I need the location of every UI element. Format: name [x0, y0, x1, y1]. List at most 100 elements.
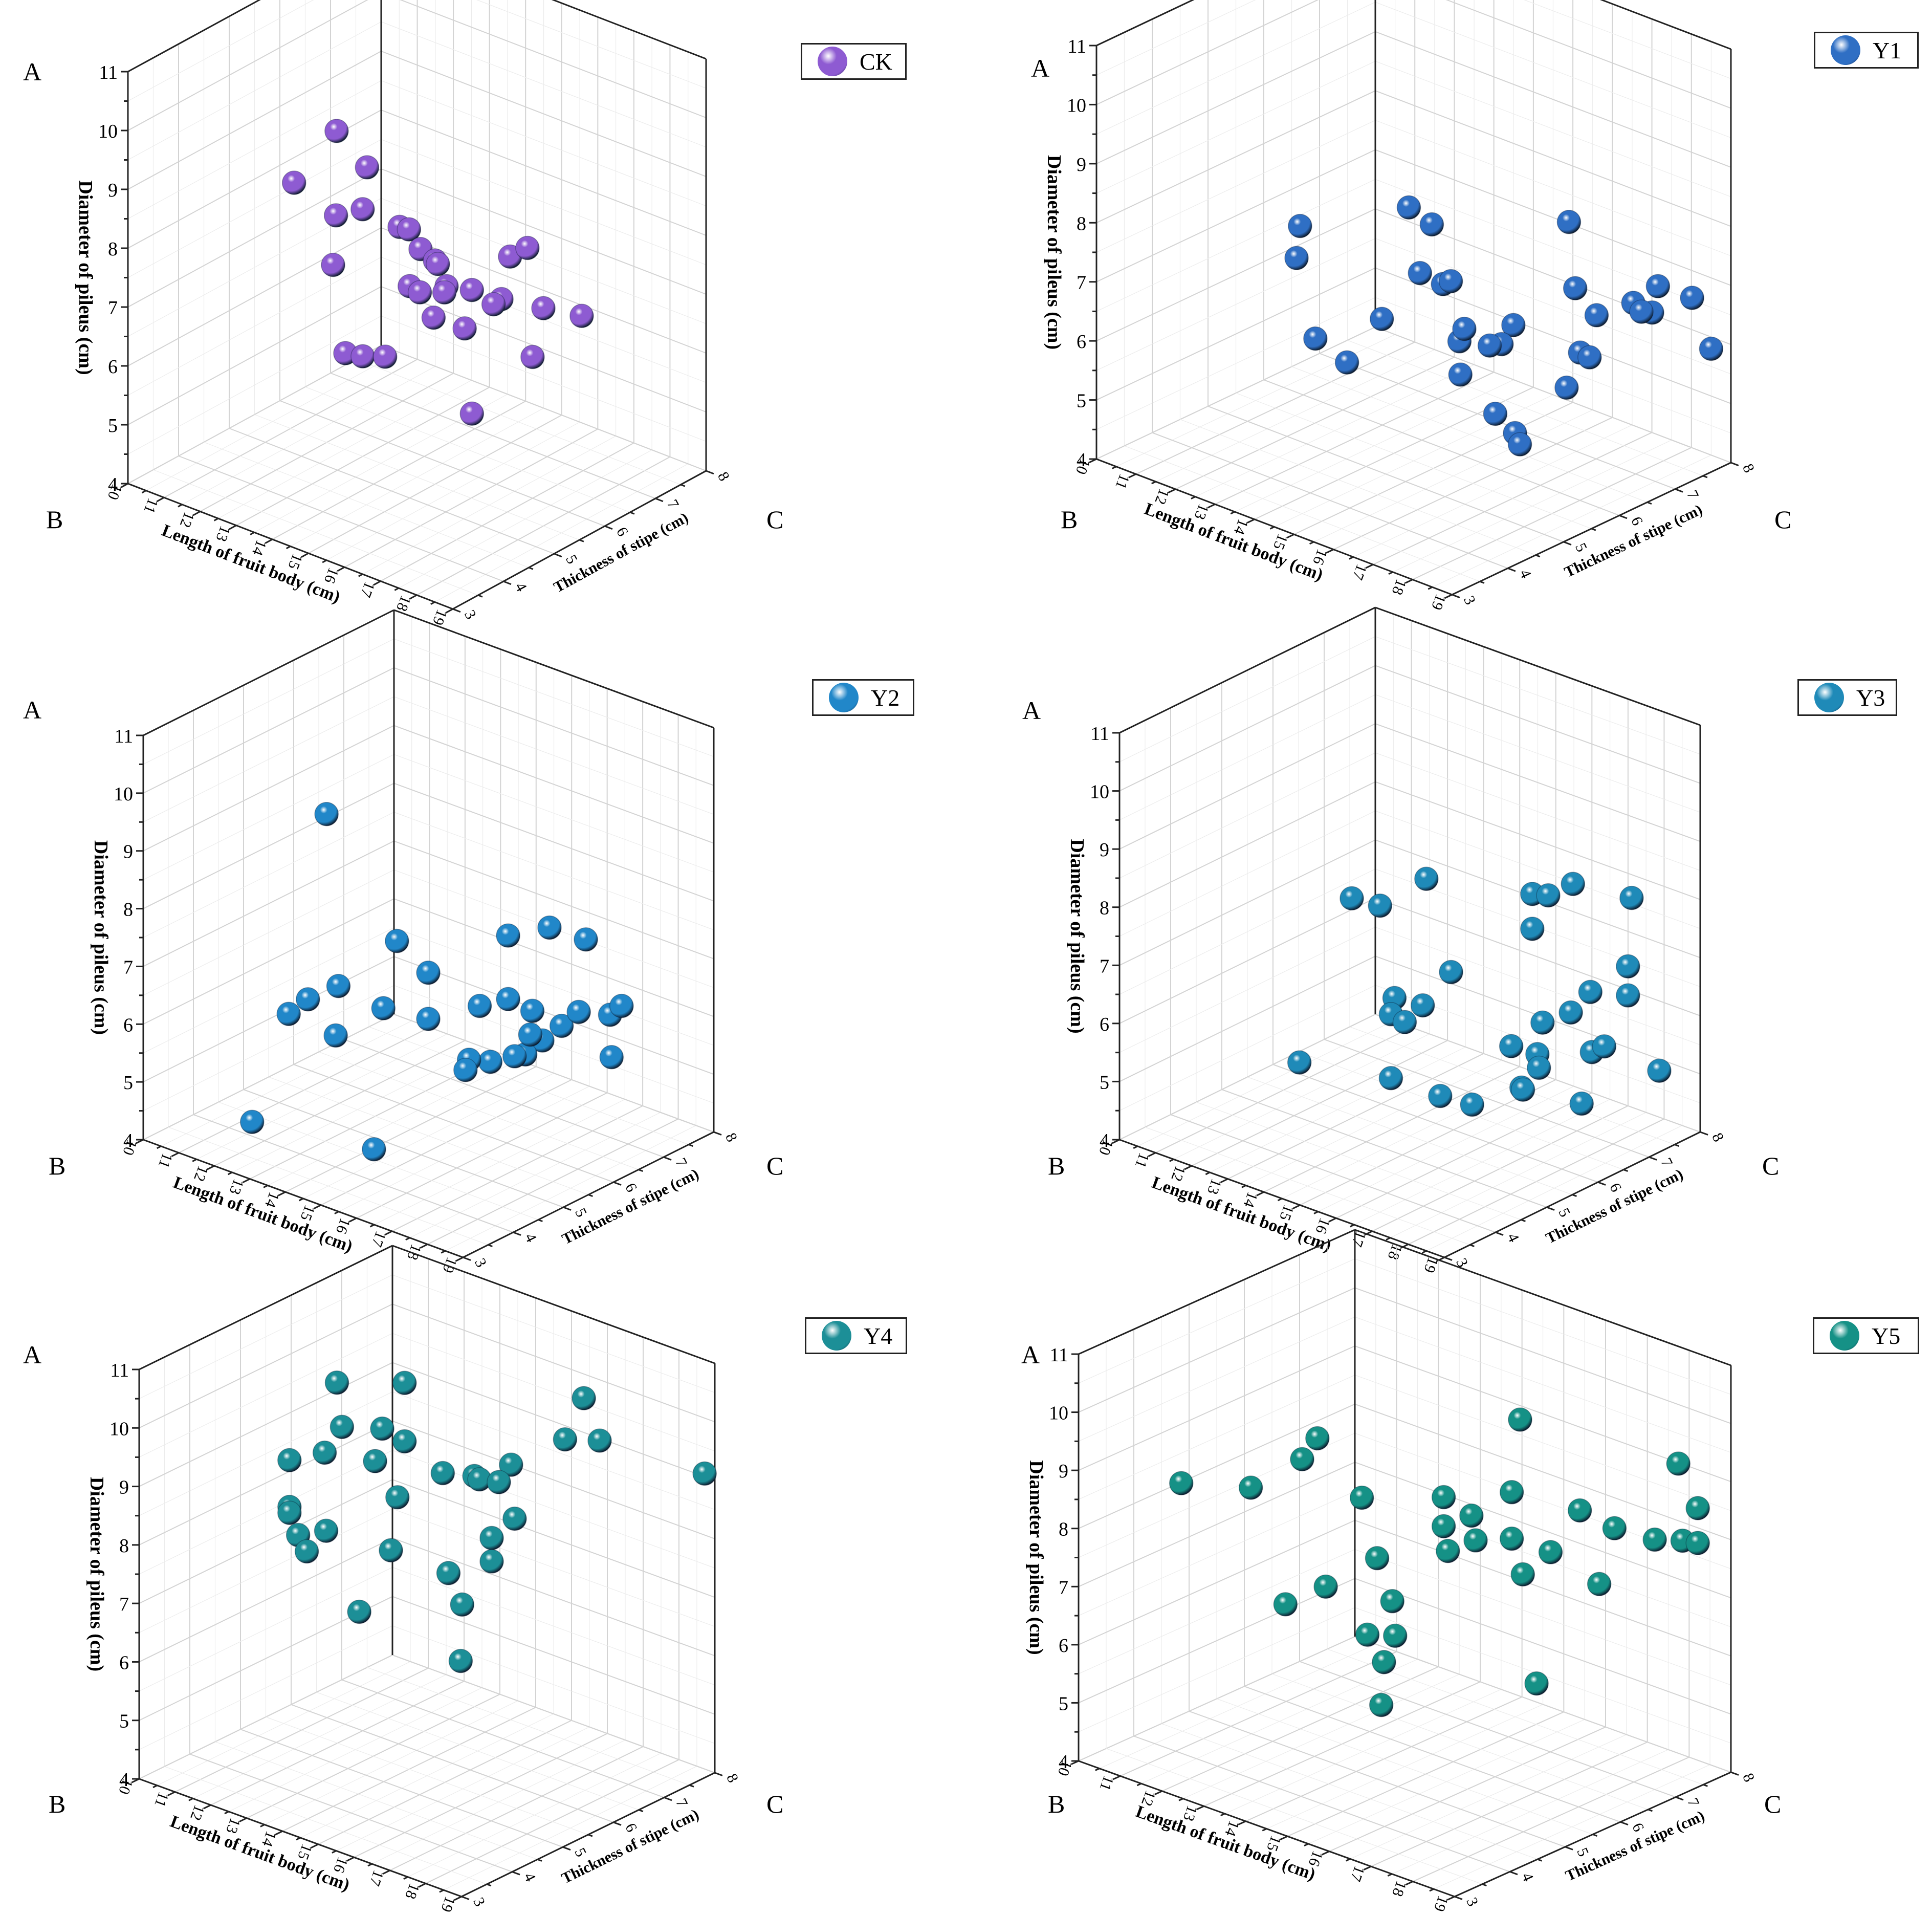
legend-sphere-icon: [822, 1321, 851, 1351]
data-point: [1372, 1650, 1396, 1674]
vertical-tick-label: 4: [123, 1130, 133, 1151]
data-point: [324, 119, 349, 143]
legend-sphere-icon: [829, 683, 859, 712]
data-point: [397, 217, 422, 242]
legend-label: Y5: [1872, 1322, 1901, 1349]
vertical-tick-label: 8: [1059, 1519, 1068, 1540]
data-point: [499, 1452, 523, 1477]
thickness-tick-label: 3: [1463, 1895, 1481, 1909]
data-point: [1563, 276, 1588, 300]
data-points: [1169, 1407, 1710, 1717]
length-tick-label: 17: [1347, 1863, 1368, 1883]
data-point: [282, 170, 306, 195]
corner-label-b: B: [46, 505, 63, 534]
vertical-tick-label: 7: [119, 1594, 129, 1615]
data-point: [326, 973, 351, 998]
data-point: [1438, 269, 1463, 294]
legend: Y2: [812, 679, 914, 716]
data-point: [572, 1386, 596, 1410]
corner-label-c: C: [1774, 505, 1792, 534]
vertical-tick-label: 9: [1100, 839, 1109, 861]
corner-label-a: A: [23, 1340, 42, 1369]
vertical-tick-label: 5: [1100, 1072, 1109, 1093]
thickness-tick-label: 7: [664, 497, 682, 512]
data-point: [531, 296, 556, 320]
data-point: [1685, 1496, 1710, 1520]
axis-frame: [142, 609, 715, 1258]
data-point: [240, 1109, 265, 1135]
length-tick-label: 19: [439, 1255, 460, 1275]
data-point: [1647, 1058, 1672, 1083]
legend-sphere-icon: [1814, 683, 1844, 712]
data-point: [1313, 1574, 1338, 1599]
thickness-tick-label: 8: [1708, 1130, 1727, 1144]
thickness-tick-label: 4: [1516, 567, 1534, 581]
data-point: [1370, 307, 1394, 331]
data-point: [1452, 316, 1477, 341]
data-point: [518, 1022, 543, 1047]
axis-frame: [138, 1245, 716, 1898]
data-point: [1616, 954, 1640, 979]
data-point: [1460, 1092, 1484, 1117]
vertical-tick-label: 5: [123, 1072, 133, 1094]
length-tick-label: 11: [1112, 472, 1133, 492]
vertical-axis-title: Diameter of pileus (cm): [90, 840, 112, 1035]
data-point: [467, 993, 492, 1018]
data-point: [692, 1461, 717, 1486]
data-point: [481, 292, 506, 317]
data-point: [1510, 1562, 1535, 1587]
corner-label-a: A: [23, 57, 42, 86]
corner-label-b: B: [1048, 1790, 1065, 1818]
length-axis-title: Length of fruit body (cm): [168, 1812, 352, 1895]
length-tick-label: 19: [437, 1894, 458, 1914]
length-tick-label: 18: [404, 1242, 425, 1263]
data-point: [487, 1470, 511, 1494]
data-point: [587, 1428, 612, 1453]
data-point: [496, 923, 520, 948]
thickness-tick-label: 5: [1572, 540, 1590, 555]
data-point: [1408, 260, 1433, 286]
legend: Y1: [1814, 32, 1919, 69]
thickness-axis-title: Thickness of stipe (cm): [1563, 1808, 1707, 1885]
vertical-tick-label: 9: [119, 1477, 129, 1498]
data-point: [407, 280, 432, 305]
data-point: [1645, 274, 1671, 298]
length-tick-label: 11: [151, 1790, 172, 1809]
vertical-tick-label: 6: [119, 1652, 129, 1673]
vertical-tick-label: 10: [1067, 95, 1086, 116]
vertical-tick-label: 9: [1077, 154, 1086, 176]
data-point: [371, 996, 396, 1020]
corner-label-b: B: [49, 1790, 66, 1818]
corner-label-b: B: [1061, 505, 1078, 534]
data-point: [362, 1137, 386, 1162]
legend-label: Y2: [871, 684, 900, 711]
data-point: [1383, 1623, 1408, 1648]
vertical-tick-label: 6: [108, 356, 118, 378]
thickness-tick-label: 7: [1683, 488, 1702, 502]
data-point: [1569, 1091, 1594, 1116]
legend: CK: [801, 43, 907, 80]
legend-sphere-icon: [818, 47, 847, 76]
thickness-tick-label: 3: [471, 1255, 490, 1270]
data-point: [426, 252, 450, 276]
data-point: [1169, 1471, 1194, 1495]
thickness-axis-title: Thickness of stipe (cm): [1543, 1166, 1686, 1247]
data-point: [321, 252, 345, 277]
data-point: [432, 280, 457, 305]
vertical-tick-label: 4: [1077, 449, 1086, 471]
panel-y4: 4 5 6 7 8 9 10 11 10 11 12 13 14 15 16 17 18 19 3 4 5 6 7 8 Diam…: [0, 1245, 966, 1914]
panel-y3: 4 5 6 7 8 9 10 11 10 11 12 13 14 15 16 17 18 19 3 4 5 6 7 8 Diam…: [966, 606, 1932, 1276]
data-point: [1305, 1426, 1330, 1451]
vertical-tick-label: 9: [123, 841, 133, 863]
thickness-axis-title: Thickness of stipe (cm): [1562, 501, 1705, 581]
data-point: [1616, 983, 1640, 1008]
legend-label: Y4: [864, 1322, 893, 1349]
data-point: [453, 1058, 478, 1082]
length-tick-label: 11: [1096, 1773, 1117, 1793]
vertical-tick-label: 10: [109, 1418, 129, 1440]
data-point: [496, 987, 520, 1012]
thickness-axis-title: Thickness of stipe (cm): [559, 1806, 701, 1887]
